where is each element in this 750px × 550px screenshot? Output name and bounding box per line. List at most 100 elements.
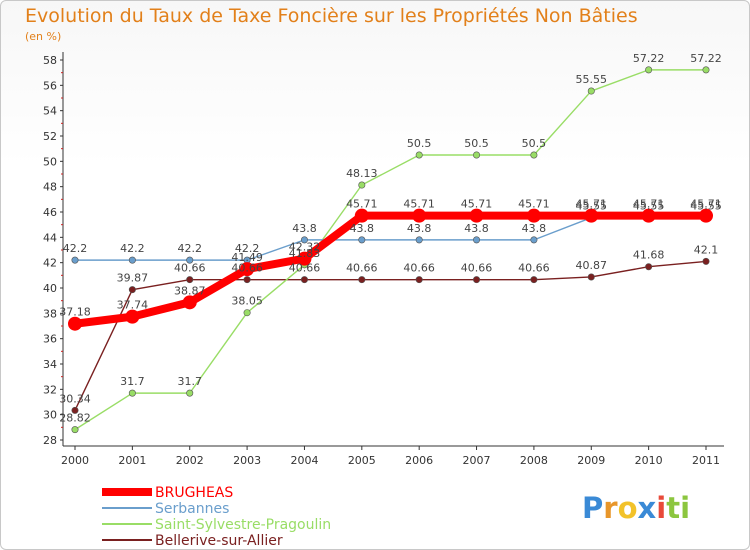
data-label-serbannes: 43.8 bbox=[292, 222, 317, 235]
data-point-saint-sylvestre-pragoulin bbox=[415, 151, 423, 159]
data-label-brugheas: 38.87 bbox=[174, 284, 206, 297]
logo-letter: i bbox=[656, 491, 666, 525]
data-point-serbannes bbox=[71, 256, 79, 264]
y-tick-label: 56 bbox=[43, 79, 57, 92]
legend-label-brugheas: BRUGHEAS bbox=[155, 485, 233, 501]
x-tick-label: 2003 bbox=[233, 454, 261, 467]
data-label-saint-sylvestre-pragoulin: 57.22 bbox=[690, 52, 722, 65]
data-point-brugheas bbox=[526, 208, 541, 223]
data-label-bellerive-sur-allier: 40.87 bbox=[576, 259, 608, 272]
data-label-serbannes: 43.8 bbox=[464, 222, 489, 235]
proxiti-logo: Proxiti bbox=[582, 491, 690, 525]
y-tick-label: 48 bbox=[43, 181, 57, 194]
data-label-saint-sylvestre-pragoulin: 38.05 bbox=[231, 295, 263, 308]
y-tick-label: 30 bbox=[43, 409, 57, 422]
y-tick-label: 54 bbox=[43, 105, 57, 118]
y-tick-label: 34 bbox=[43, 358, 57, 371]
data-point-brugheas bbox=[469, 208, 484, 223]
data-label-saint-sylvestre-pragoulin: 50.5 bbox=[407, 137, 432, 150]
data-label-serbannes: 42.2 bbox=[120, 242, 145, 255]
series-layer bbox=[68, 66, 713, 434]
data-label-bellerive-sur-allier: 40.66 bbox=[231, 262, 263, 275]
data-label-bellerive-sur-allier: 41.68 bbox=[633, 249, 665, 262]
series-line-serbannes bbox=[74, 216, 707, 261]
data-label-brugheas: 45.71 bbox=[346, 198, 378, 211]
data-point-bellerive-sur-allier bbox=[71, 406, 79, 414]
data-point-saint-sylvestre-pragoulin bbox=[186, 389, 194, 397]
data-label-brugheas: 45.71 bbox=[461, 198, 493, 211]
data-label-brugheas: 45.71 bbox=[403, 198, 435, 211]
data-point-saint-sylvestre-pragoulin bbox=[473, 151, 481, 159]
data-point-serbannes bbox=[186, 256, 194, 264]
data-point-bellerive-sur-allier bbox=[186, 276, 194, 284]
data-point-saint-sylvestre-pragoulin bbox=[530, 151, 538, 159]
data-label-bellerive-sur-allier: 40.66 bbox=[174, 262, 206, 275]
data-label-serbannes: 42.2 bbox=[235, 242, 260, 255]
data-label-serbannes: 43.8 bbox=[350, 222, 375, 235]
y-tick-label: 52 bbox=[43, 130, 57, 143]
data-point-bellerive-sur-allier bbox=[702, 257, 710, 265]
logo-letter: o bbox=[618, 491, 638, 525]
data-point-saint-sylvestre-pragoulin bbox=[702, 66, 710, 74]
data-point-brugheas bbox=[412, 208, 427, 223]
data-point-brugheas bbox=[125, 309, 140, 324]
logo-letter: P bbox=[582, 491, 603, 525]
logo-letter: x bbox=[638, 491, 657, 525]
x-tick-label: 2004 bbox=[290, 454, 318, 467]
data-point-bellerive-sur-allier bbox=[243, 276, 251, 284]
data-point-brugheas bbox=[699, 208, 713, 223]
data-label-saint-sylvestre-pragoulin: 48.13 bbox=[346, 167, 378, 180]
y-tick-label: 42 bbox=[43, 257, 57, 270]
data-point-bellerive-sur-allier bbox=[473, 276, 481, 284]
data-point-saint-sylvestre-pragoulin bbox=[128, 389, 136, 397]
x-tick-label: 2011 bbox=[692, 454, 720, 467]
data-label-brugheas: 45.71 bbox=[518, 198, 550, 211]
chart-title: Evolution du Taux de Taxe Foncière sur l… bbox=[25, 5, 638, 27]
y-tick-label: 40 bbox=[43, 282, 57, 295]
y-tick-label: 38 bbox=[43, 307, 57, 320]
data-point-brugheas bbox=[354, 208, 369, 223]
y-tick-label: 32 bbox=[43, 383, 57, 396]
legend: BRUGHEASSerbannesSaint-Sylvestre-Pragoul… bbox=[102, 485, 331, 549]
data-point-brugheas bbox=[297, 251, 312, 266]
y-tick-label: 50 bbox=[43, 155, 57, 168]
data-label-brugheas: 45.71 bbox=[576, 198, 608, 211]
data-label-brugheas: 41.49 bbox=[231, 251, 263, 264]
data-label-serbannes: 42.2 bbox=[177, 242, 202, 255]
data-point-saint-sylvestre-pragoulin bbox=[587, 87, 595, 95]
data-label-serbannes: 43.8 bbox=[407, 222, 432, 235]
axes: 28 30 32 34 36 38 40 42 44 46 48 50 52 54 56 58 2000 2001… bbox=[43, 52, 724, 467]
series-line-saint-sylvestre-pragoulin bbox=[74, 69, 707, 431]
data-label-saint-sylvestre-pragoulin: 28.82 bbox=[59, 412, 91, 425]
data-point-brugheas bbox=[584, 208, 599, 223]
data-label-bellerive-sur-allier: 42.1 bbox=[694, 243, 719, 256]
data-label-saint-sylvestre-pragoulin: 55.55 bbox=[576, 73, 608, 86]
data-label-brugheas: 45.71 bbox=[633, 198, 665, 211]
data-point-bellerive-sur-allier bbox=[587, 273, 595, 281]
y-tick-label: 58 bbox=[43, 54, 57, 67]
legend-label-saint-sylvestre-pragoulin: Saint-Sylvestre-Pragoulin bbox=[155, 517, 331, 533]
data-point-saint-sylvestre-pragoulin bbox=[358, 181, 366, 189]
data-label-serbannes: 42.2 bbox=[63, 242, 88, 255]
data-point-serbannes bbox=[128, 256, 136, 264]
series-line-bellerive-sur-allier bbox=[74, 260, 707, 412]
y-tick-label: 28 bbox=[43, 434, 57, 447]
legend-label-bellerive-sur-allier: Bellerive-sur-Allier bbox=[155, 533, 283, 549]
data-point-bellerive-sur-allier bbox=[128, 286, 136, 294]
data-point-saint-sylvestre-pragoulin bbox=[645, 66, 653, 74]
data-label-saint-sylvestre-pragoulin: 31.7 bbox=[120, 375, 145, 388]
data-label-bellerive-sur-allier: 40.66 bbox=[461, 262, 493, 275]
data-point-brugheas bbox=[641, 208, 656, 223]
logo-text: Proxiti bbox=[582, 491, 690, 525]
data-label-serbannes: 45.55 bbox=[690, 200, 722, 213]
x-tick-label: 2010 bbox=[635, 454, 663, 467]
series-line-brugheas bbox=[71, 211, 710, 328]
x-tick-label: 2007 bbox=[463, 454, 491, 467]
x-tick-label: 2000 bbox=[61, 454, 89, 467]
data-label-brugheas: 45.71 bbox=[690, 198, 722, 211]
data-point-serbannes bbox=[415, 236, 423, 244]
x-tick-label: 2005 bbox=[348, 454, 376, 467]
data-point-serbannes bbox=[300, 236, 308, 244]
data-label-bellerive-sur-allier: 40.66 bbox=[403, 262, 435, 275]
y-tick-label: 46 bbox=[43, 206, 57, 219]
